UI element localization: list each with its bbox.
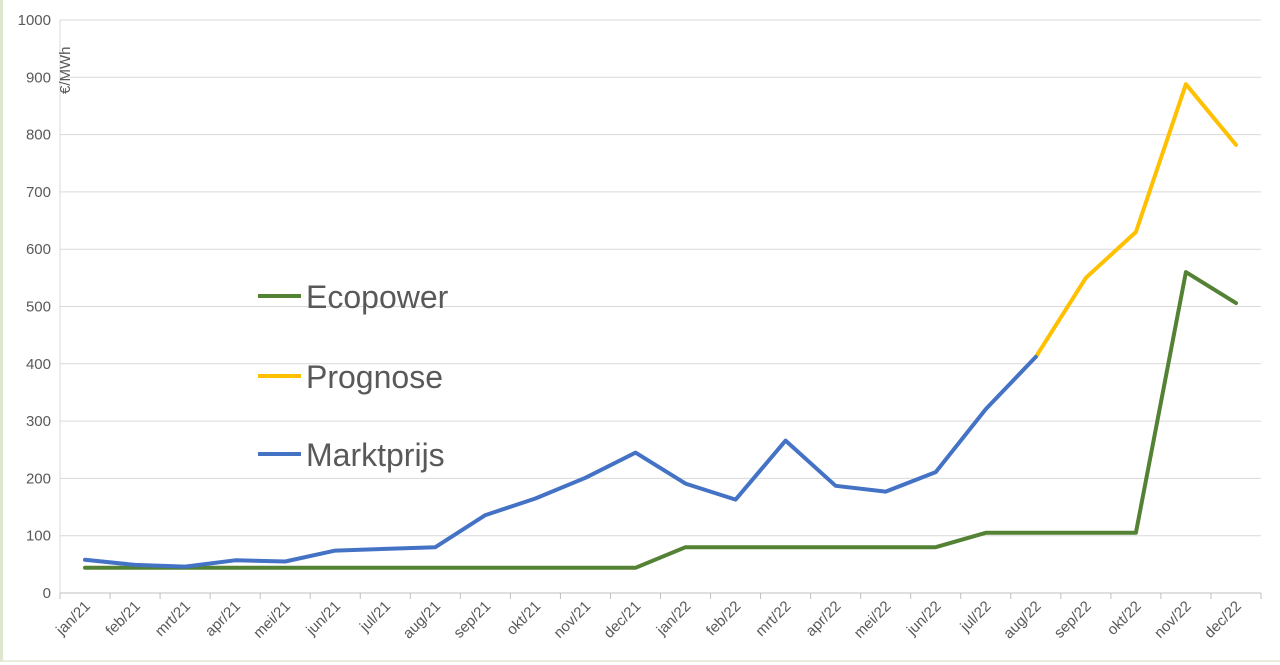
x-tick-label: aug/21 <box>400 598 444 642</box>
y-tick-label: 700 <box>26 184 51 201</box>
x-tick-label: jul/21 <box>356 598 394 636</box>
x-tick-label: jan/22 <box>653 598 695 640</box>
y-tick-label: 200 <box>26 470 51 487</box>
y-tick-label: 300 <box>26 413 51 430</box>
series-line-prognose <box>1033 82 1238 359</box>
x-tick-label: jul/22 <box>957 598 995 636</box>
x-tick-label: sep/22 <box>1051 598 1095 642</box>
y-tick-label: 1000 <box>18 12 51 29</box>
x-tick-label: aug/22 <box>1000 598 1044 642</box>
x-tick-label: jun/21 <box>302 598 344 640</box>
x-tick-label: mei/21 <box>250 598 294 642</box>
y-tick-label: 500 <box>26 299 51 316</box>
x-tick-label: nov/21 <box>550 598 594 642</box>
axes <box>59 20 1262 599</box>
x-tick-label: apr/21 <box>202 598 244 640</box>
legend-label-prognose: Prognose <box>306 359 443 395</box>
x-tick-label: mrt/21 <box>152 598 194 640</box>
x-tick-label: okt/22 <box>1104 598 1145 639</box>
x-tick-label: dec/21 <box>600 598 644 642</box>
series-line-marktprijs <box>83 354 1038 569</box>
x-tick-label: nov/22 <box>1151 598 1195 642</box>
legend-label-ecopower: Ecopower <box>306 279 449 315</box>
x-tick-label: jun/22 <box>903 598 945 640</box>
x-tick-label: feb/22 <box>703 598 745 640</box>
x-tick-label: jan/21 <box>52 598 94 640</box>
x-tick-label: mei/22 <box>851 598 895 642</box>
y-tick-label: 100 <box>26 528 51 545</box>
y-tick-label: 400 <box>26 356 51 373</box>
legend-label-marktprijs: Marktprijs <box>306 437 445 473</box>
y-axis-ticks: 0 100 200 300 400 500 600 700 800 900 1000 <box>18 12 51 602</box>
series-lines <box>83 82 1238 570</box>
y-tick-label: 800 <box>26 127 51 144</box>
x-tick-label: dec/22 <box>1201 598 1245 642</box>
x-tick-label: okt/21 <box>503 598 544 639</box>
legend: Ecopower Prognose Marktprijs <box>258 279 449 473</box>
x-tick-label: mrt/22 <box>752 598 794 640</box>
x-tick-label: sep/21 <box>450 598 494 642</box>
y-tick-label: 600 <box>26 241 51 258</box>
y-tick-label: 900 <box>26 69 51 86</box>
y-tick-label: 0 <box>43 585 51 602</box>
x-tick-label: feb/21 <box>102 598 144 640</box>
gridlines <box>60 19 1261 537</box>
x-axis-ticks: jan/21 feb/21 mrt/21 apr/21 mei/21 jun/21 jul/… <box>52 598 1245 642</box>
y-axis-label: €/MWh <box>57 46 74 94</box>
x-tick-label: apr/22 <box>802 598 844 640</box>
series-line-ecopower <box>83 270 1238 570</box>
